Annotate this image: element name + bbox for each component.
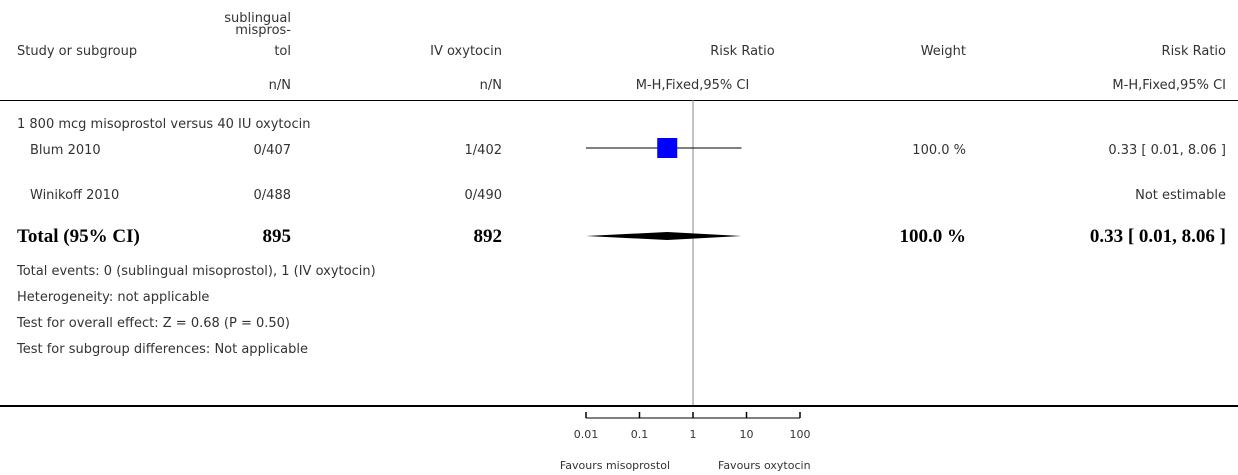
x-tick-label: 0.01 (574, 428, 599, 441)
header-text-method: M-H,Fixed,95% CI (1112, 78, 1226, 93)
x-tick-label: 10 (740, 428, 754, 441)
total-ci-text: 0.33 [ 0.01, 8.06 ] (1089, 226, 1226, 247)
header-weight: Weight (920, 44, 966, 59)
header-exp-line3: tol (274, 44, 291, 59)
footnote-overall-effect: Test for overall effect: Z = 0.68 (P = 0… (17, 316, 290, 331)
study-ci-text: 0.33 [ 0.01, 8.06 ] (1108, 143, 1226, 158)
pooled-diamond (586, 232, 742, 240)
study-ctrl: 1/402 (464, 143, 502, 158)
total-ctrl: 892 (473, 226, 503, 247)
header-ctrl: IV oxytocin (430, 44, 502, 59)
header-exp-line2: mispros- (235, 23, 291, 38)
header-exp-line1: sublingual (224, 11, 291, 26)
x-tick-label: 100 (790, 428, 811, 441)
total-label: Total (95% CI) (17, 226, 140, 247)
study-weight: 100.0 % (912, 143, 966, 158)
study-ci-text: Not estimable (1135, 188, 1226, 203)
favours-right-label: Favours oxytocin (718, 459, 811, 472)
header-divider (0, 100, 1238, 101)
study-name: Blum 2010 (30, 143, 101, 158)
footnote-events: Total events: 0 (sublingual misoprostol)… (17, 264, 376, 279)
footnote-heterogeneity: Heterogeneity: not applicable (17, 290, 210, 305)
study-exp: 0/488 (253, 188, 291, 203)
x-tick-label: 0.1 (631, 428, 649, 441)
x-tick-label: 1 (690, 428, 697, 441)
header-rr-text: Risk Ratio (1161, 44, 1226, 59)
bottom-divider (0, 405, 1238, 407)
study-name: Winikoff 2010 (30, 188, 120, 203)
header-plot-method: M-H,Fixed,95% CI (635, 78, 750, 93)
total-weight: 100.0 % (899, 226, 967, 247)
header-ctrl-nn: n/N (479, 78, 502, 93)
study-box (657, 138, 678, 158)
header-rr-plot: Risk Ratio (710, 44, 775, 59)
study-exp: 0/407 (253, 143, 291, 158)
footnote-subgroup-diff: Test for subgroup differences: Not appli… (17, 342, 309, 357)
subgroup-title: 1 800 mcg misoprostol versus 40 IU oxyto… (17, 117, 311, 132)
header-exp-nn: n/N (268, 78, 291, 93)
favours-left-label: Favours misoprostol (559, 459, 670, 472)
study-ctrl: 0/490 (464, 188, 502, 203)
total-exp: 895 (262, 226, 292, 247)
header-study: Study or subgroup (17, 44, 138, 59)
